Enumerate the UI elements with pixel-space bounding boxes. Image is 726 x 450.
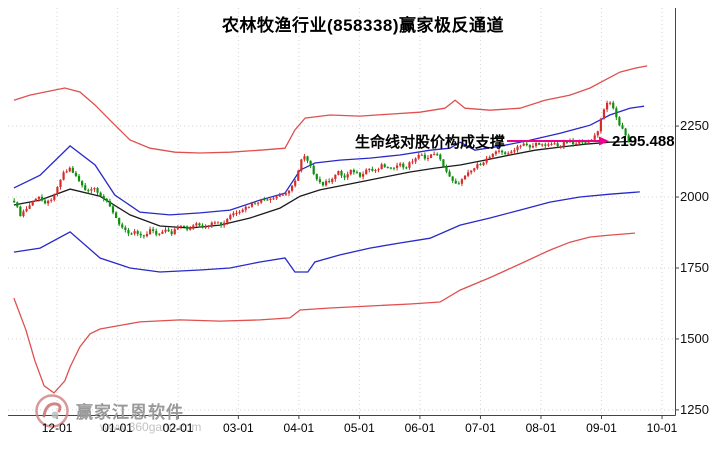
chart-title: 农林牧渔行业(858338)赢家极反通道: [221, 16, 505, 35]
x-axis-label: 03-01: [223, 421, 254, 435]
watermark-url: www.360gann.com: [100, 420, 202, 434]
x-axis-label: 08-01: [525, 421, 557, 435]
x-axis-label: 07-01: [465, 421, 496, 435]
band-upper-red-rail: [13, 65, 648, 154]
x-axis-label: 12-01: [41, 421, 73, 435]
x-axis-label: 09-01: [586, 421, 617, 435]
band-lower-red-rail: [13, 232, 635, 394]
x-axis-label: 01-01: [102, 421, 133, 435]
y-axis-label: 2000: [680, 189, 709, 205]
y-axis-label: 1750: [680, 259, 709, 275]
support-arrow-icon: [507, 136, 610, 146]
gridlines: [8, 8, 675, 415]
watermark-name: 赢家江恩软件: [76, 403, 184, 422]
band-life-line: [13, 140, 635, 229]
support-annotation-text: 生命线对股价构成支撑: [355, 133, 506, 151]
x-axis-label: 10-01: [646, 421, 678, 435]
x-axis-label: 04-01: [283, 421, 315, 435]
y-axis-label: 2250: [680, 118, 709, 134]
x-axis-label: 05-01: [344, 421, 375, 435]
y-axis-label: 1500: [680, 330, 709, 346]
axes: [8, 8, 679, 419]
candles: [13, 100, 630, 239]
x-axis-label: 02-01: [162, 421, 194, 435]
x-axis-label: 06-01: [404, 421, 436, 435]
watermark-logo-icon: [35, 394, 69, 428]
life-line-price-label: 2195.488: [612, 132, 675, 150]
support-annotation: 生命线对股价构成支撑 2195.488: [355, 131, 675, 151]
channel-bands: [13, 65, 648, 394]
band-upper-blue-rail: [13, 105, 645, 216]
y-axis-label: 1250: [680, 401, 709, 417]
band-lower-blue-rail: [13, 191, 640, 273]
watermark: 赢家江恩软件 www.360gann.com: [34, 391, 254, 439]
